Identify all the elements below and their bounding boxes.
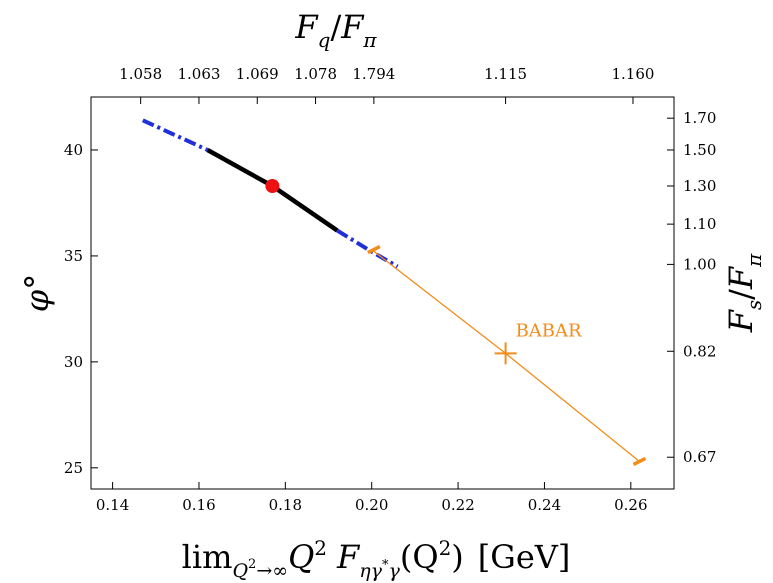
y-tick-label: 40 <box>64 141 83 159</box>
top-tick-label: 1.058 <box>119 65 162 83</box>
x-tick-label: 0.20 <box>355 496 388 514</box>
x-tick-label: 0.14 <box>96 496 129 514</box>
end-bar-marker <box>632 456 647 467</box>
series-line-dashdot <box>336 228 399 269</box>
right-axis-title: Fs/Fπ <box>722 253 766 333</box>
y-axis-title: φ° <box>18 274 56 312</box>
top-tick-label: 1.069 <box>236 65 279 83</box>
top-tick-label: 1.063 <box>177 65 220 83</box>
series-lines <box>141 118 640 463</box>
end-bar-marker <box>367 244 381 255</box>
y-tick-label: 25 <box>64 459 83 477</box>
top-tick-label: 1.078 <box>294 65 337 83</box>
x-tick-label: 0.18 <box>269 496 302 514</box>
right-tick-label: 0.67 <box>683 448 716 466</box>
x-tick-label: 0.16 <box>182 496 215 514</box>
babar-label: BABAR <box>516 320 582 341</box>
tick-labels: 0.14 0.16 0.18 0.20 0.22 0.24 0.26 25 30 35 40 1.05… <box>64 65 717 514</box>
right-tick-label: 1.00 <box>683 255 716 273</box>
top-tick-label: 1.160 <box>611 65 654 83</box>
right-tick-label: 1.10 <box>683 215 716 233</box>
data-point-dot <box>265 178 280 193</box>
plot-frame <box>90 96 675 490</box>
series-line-dashdot <box>141 118 209 152</box>
right-tick-label: 1.70 <box>683 109 716 127</box>
tick-marks <box>91 97 674 489</box>
right-tick-label: 1.30 <box>683 177 716 195</box>
y-tick-label: 35 <box>64 247 83 265</box>
x-tick-label: 0.26 <box>614 496 647 514</box>
right-tick-label: 0.82 <box>683 342 716 360</box>
x-tick-label: 0.22 <box>441 496 474 514</box>
x-axis-title: limQ2→∞Q2 Fηγ*γ(Q2) [GeV] <box>182 536 571 582</box>
x-tick-label: 0.24 <box>528 496 561 514</box>
top-tick-label: 1.115 <box>484 65 527 83</box>
markers: BABAR <box>265 178 647 467</box>
right-tick-label: 1.50 <box>683 141 716 159</box>
top-axis-title: Fq/Fπ <box>294 8 377 52</box>
y-tick-label: 30 <box>64 353 83 371</box>
top-tick-label: 1.794 <box>352 65 395 83</box>
